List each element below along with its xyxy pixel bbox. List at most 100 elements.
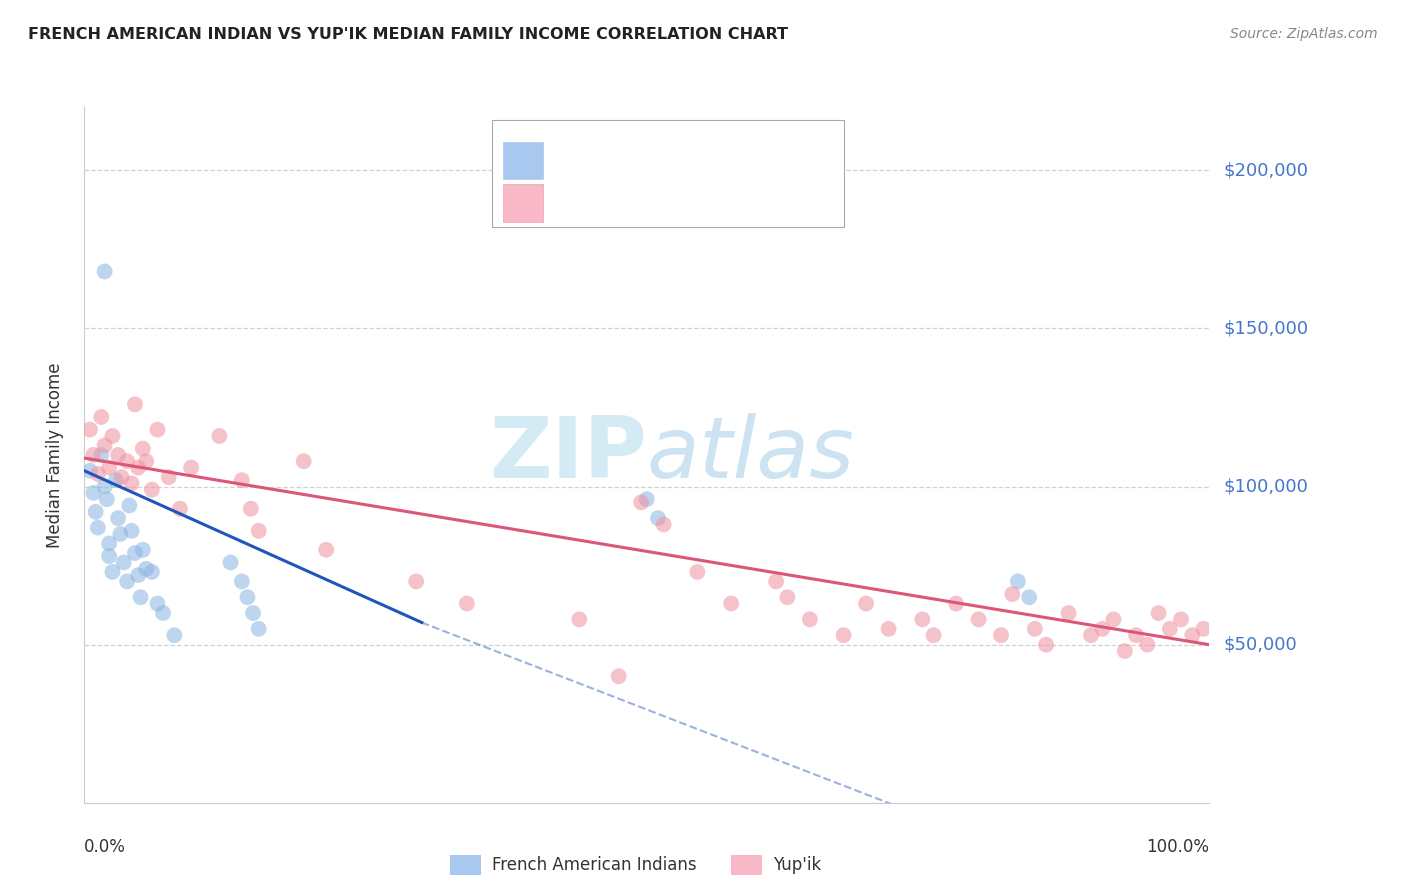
Point (855, 597, 877, 611)
Point (945, 597, 967, 611)
Text: 60: 60 (711, 194, 737, 212)
Point (247, 622, 270, 636)
Point (98, 460, 121, 475)
Y-axis label: Median Family Income: Median Family Income (45, 362, 63, 548)
Point (686, 565, 709, 579)
Point (219, 556, 242, 570)
Text: 0.0%: 0.0% (84, 838, 127, 856)
Point (104, 473, 127, 487)
Text: -0.279: -0.279 (593, 152, 658, 169)
Point (799, 612, 821, 626)
Point (636, 492, 658, 507)
Text: $200,000: $200,000 (1223, 161, 1308, 179)
Point (1057, 606, 1080, 620)
Text: French American Indians: French American Indians (492, 856, 697, 874)
Point (456, 597, 478, 611)
Point (1114, 644, 1136, 658)
Point (132, 442, 155, 456)
Point (1024, 622, 1046, 636)
Point (1102, 612, 1125, 626)
Point (110, 527, 132, 541)
Point (292, 454, 315, 468)
Point (90, 448, 112, 462)
Point (82, 486, 104, 500)
Point (124, 546, 146, 560)
Point (82, 448, 104, 462)
Point (98, 549, 121, 563)
Text: $50,000: $50,000 (1223, 636, 1296, 654)
Point (967, 612, 990, 626)
Point (121, 524, 143, 538)
Point (127, 460, 149, 475)
Point (1007, 574, 1029, 589)
Point (129, 591, 152, 605)
Point (652, 517, 675, 532)
Point (141, 565, 163, 579)
Point (79, 423, 101, 437)
Point (118, 499, 141, 513)
Point (132, 542, 155, 557)
Point (115, 454, 138, 468)
Point (96, 492, 118, 507)
Point (236, 591, 259, 605)
Text: -0.766: -0.766 (593, 194, 658, 212)
Point (101, 429, 124, 443)
Point (405, 574, 427, 589)
Point (135, 562, 157, 576)
Point (1018, 591, 1040, 605)
Point (101, 565, 124, 579)
Point (776, 591, 799, 605)
Point (152, 606, 174, 620)
Point (135, 454, 157, 468)
Point (1091, 622, 1114, 636)
Point (157, 470, 180, 484)
Point (87, 467, 110, 481)
Point (93, 264, 115, 278)
Point (146, 597, 169, 611)
Point (163, 628, 186, 642)
Point (1035, 638, 1057, 652)
Point (1147, 606, 1170, 620)
Point (124, 397, 146, 411)
Text: FRENCH AMERICAN INDIAN VS YUP'IK MEDIAN FAMILY INCOME CORRELATION CHART: FRENCH AMERICAN INDIAN VS YUP'IK MEDIAN … (28, 27, 789, 42)
Text: R =: R = (554, 152, 593, 169)
Point (169, 501, 191, 516)
Point (93, 438, 115, 452)
Point (127, 568, 149, 582)
Point (765, 574, 787, 589)
Point (121, 476, 143, 491)
Text: 100.0%: 100.0% (1146, 838, 1209, 856)
Point (990, 628, 1012, 642)
Point (231, 574, 253, 589)
Point (1159, 622, 1181, 636)
Point (112, 556, 135, 570)
Text: $100,000: $100,000 (1223, 477, 1308, 496)
Point (98, 536, 121, 550)
Point (107, 511, 129, 525)
Point (720, 597, 742, 611)
Point (231, 473, 253, 487)
Point (79, 464, 101, 478)
Point (832, 628, 855, 642)
Text: $150,000: $150,000 (1223, 319, 1309, 337)
Point (1001, 587, 1024, 601)
Point (1080, 628, 1102, 642)
Point (107, 448, 129, 462)
Text: N =: N = (664, 152, 716, 169)
Text: 36: 36 (711, 152, 737, 169)
Point (247, 524, 270, 538)
Point (180, 460, 202, 475)
Point (607, 669, 630, 683)
Point (1192, 622, 1215, 636)
Text: atlas: atlas (647, 413, 855, 497)
Point (1125, 628, 1147, 642)
Text: Source: ZipAtlas.com: Source: ZipAtlas.com (1230, 27, 1378, 41)
Point (141, 483, 163, 497)
Point (911, 612, 934, 626)
Point (1136, 638, 1159, 652)
Point (315, 542, 337, 557)
Text: ZIP: ZIP (489, 413, 647, 497)
Point (568, 612, 591, 626)
Text: Yup'ik: Yup'ik (773, 856, 821, 874)
Point (110, 470, 132, 484)
